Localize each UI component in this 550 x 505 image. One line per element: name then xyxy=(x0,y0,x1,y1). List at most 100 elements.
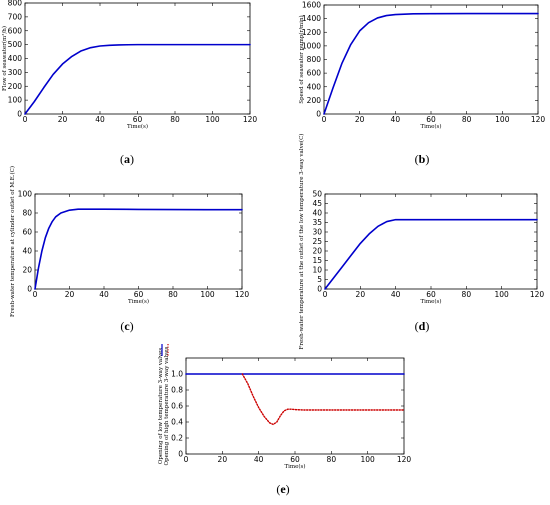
y-tick-label: 45 xyxy=(312,199,322,208)
series-line-1 xyxy=(34,208,243,290)
x-axis-label: Time(s) xyxy=(284,463,305,470)
y-tick-label: 0.4 xyxy=(171,418,183,427)
y-tick-label: 0 xyxy=(316,110,321,119)
y-tick-label: 800 xyxy=(8,0,23,8)
x-tick-label: 40 xyxy=(95,115,105,124)
x-tick-label: 0 xyxy=(184,455,189,464)
y-tick-label: 40 xyxy=(312,209,322,218)
x-tick-label: 80 xyxy=(462,290,472,299)
plot-frame xyxy=(34,193,243,290)
y-tick-label: 0 xyxy=(317,285,322,294)
y-tick-label: 100 xyxy=(8,96,23,105)
x-tick-label: 80 xyxy=(462,115,472,124)
y-tick-label: 0 xyxy=(27,285,32,294)
y-axis-label: Fresh-water temperature at the outlet of… xyxy=(298,134,305,350)
y-tick-label: 600 xyxy=(307,69,322,78)
plot-frame xyxy=(24,2,251,115)
y-tick-label: 1200 xyxy=(302,28,321,37)
panel-caption: (e) xyxy=(276,482,289,496)
panel-caption: (c) xyxy=(120,319,133,333)
y-tick-label: 35 xyxy=(312,218,322,227)
y-tick-label: 300 xyxy=(8,68,23,77)
chart-panel-d: 0 20 40 60 80 100 12005101520253035404550Time(… xyxy=(298,134,544,350)
panel-caption: (d) xyxy=(415,319,430,333)
plot-frame xyxy=(185,357,405,455)
y-tick-label: 15 xyxy=(312,256,322,265)
series-line-1 xyxy=(323,12,539,115)
x-tick-label: 60 xyxy=(133,115,143,124)
x-tick-label: 0 xyxy=(23,115,28,124)
y-tick-label: 20 xyxy=(22,266,32,275)
y-tick-label: 200 xyxy=(8,82,23,91)
y-tick-label: 1.0 xyxy=(171,370,183,379)
x-tick-label: 40 xyxy=(391,290,401,299)
y-tick-label: 20 xyxy=(312,247,322,256)
x-tick-label: 100 xyxy=(361,455,376,464)
y-tick-label: 1400 xyxy=(302,14,321,23)
y-tick-label: 400 xyxy=(8,54,23,63)
x-axis-label: Time(s) xyxy=(127,123,148,130)
x-tick-label: 60 xyxy=(290,455,300,464)
y-tick-label: 5 xyxy=(317,275,322,284)
panel-caption: (a) xyxy=(120,152,134,166)
y-axis-label: Speed of seawater pump(r/min) xyxy=(298,15,305,103)
x-tick-label: 120 xyxy=(235,290,250,299)
x-axis-label: Time(s) xyxy=(420,123,441,130)
x-tick-label: 40 xyxy=(254,455,264,464)
x-tick-label: 100 xyxy=(495,115,510,124)
y-tick-label: 400 xyxy=(307,82,322,91)
x-axis-label: Time(s) xyxy=(420,298,441,305)
x-tick-label: 120 xyxy=(397,455,412,464)
x-tick-label: 80 xyxy=(168,290,178,299)
y-tick-label: 100 xyxy=(18,190,33,199)
x-tick-label: 80 xyxy=(327,455,337,464)
x-tick-label: 60 xyxy=(426,290,436,299)
y-tick-label: 25 xyxy=(312,237,322,246)
x-tick-label: 20 xyxy=(356,290,366,299)
y-tick-label: 60 xyxy=(22,228,32,237)
y-tick-label: 0.2 xyxy=(171,434,183,443)
y-tick-label: 0 xyxy=(178,450,183,459)
y-tick-label: 600 xyxy=(8,26,23,35)
x-tick-label: 20 xyxy=(218,455,228,464)
y-tick-label: 50 xyxy=(312,190,322,199)
x-tick-label: 0 xyxy=(33,290,38,299)
y-tick-label: 0.6 xyxy=(171,402,183,411)
x-tick-label: 120 xyxy=(243,115,258,124)
series-line-1 xyxy=(324,218,538,290)
x-axis-label: Time(s) xyxy=(128,298,149,305)
plot-frame xyxy=(323,4,539,115)
x-tick-label: 120 xyxy=(531,115,546,124)
y-tick-label: 1600 xyxy=(302,1,321,10)
y-axis-label: Flow of seawater(m³/h) xyxy=(1,26,8,91)
x-tick-label: 100 xyxy=(205,115,220,124)
y-axis-label: Opening of low temperature 3-way valves xyxy=(158,348,164,464)
x-tick-label: 60 xyxy=(426,115,436,124)
x-tick-label: 0 xyxy=(322,115,327,124)
x-tick-label: 40 xyxy=(391,115,401,124)
series-line-2 xyxy=(241,373,405,426)
plot-frame xyxy=(324,193,538,290)
y-tick-label: 0 xyxy=(17,110,22,119)
x-tick-label: 60 xyxy=(134,290,144,299)
series-line-1 xyxy=(24,43,251,115)
y-axis-label-secondary: Opening of high temperature 3-way valves xyxy=(164,346,170,465)
y-tick-label: 40 xyxy=(22,247,32,256)
y-axis-label: Fresh-water temperature at cylinder outl… xyxy=(9,166,16,317)
x-tick-label: 40 xyxy=(99,290,109,299)
x-tick-label: 100 xyxy=(495,290,510,299)
y-tick-label: 10 xyxy=(312,266,322,275)
y-tick-label: 0.8 xyxy=(171,386,183,395)
chart-panel-b: 0 20 40 60 80 100 1200200400600800100012001400… xyxy=(298,1,545,166)
chart-panel-a: 0 20 40 60 80 100 120 0 100 200 300 400 500 600 700 800… xyxy=(1,0,257,166)
x-tick-label: 80 xyxy=(170,115,180,124)
y-tick-label: 800 xyxy=(307,55,322,64)
y-tick-label: 30 xyxy=(312,228,322,237)
y-tick-label: 1000 xyxy=(302,41,321,50)
x-tick-label: 120 xyxy=(530,290,545,299)
y-tick-label: 80 xyxy=(22,209,32,218)
x-tick-label: 20 xyxy=(65,290,75,299)
x-tick-label: 20 xyxy=(58,115,68,124)
x-tick-label: 100 xyxy=(200,290,215,299)
